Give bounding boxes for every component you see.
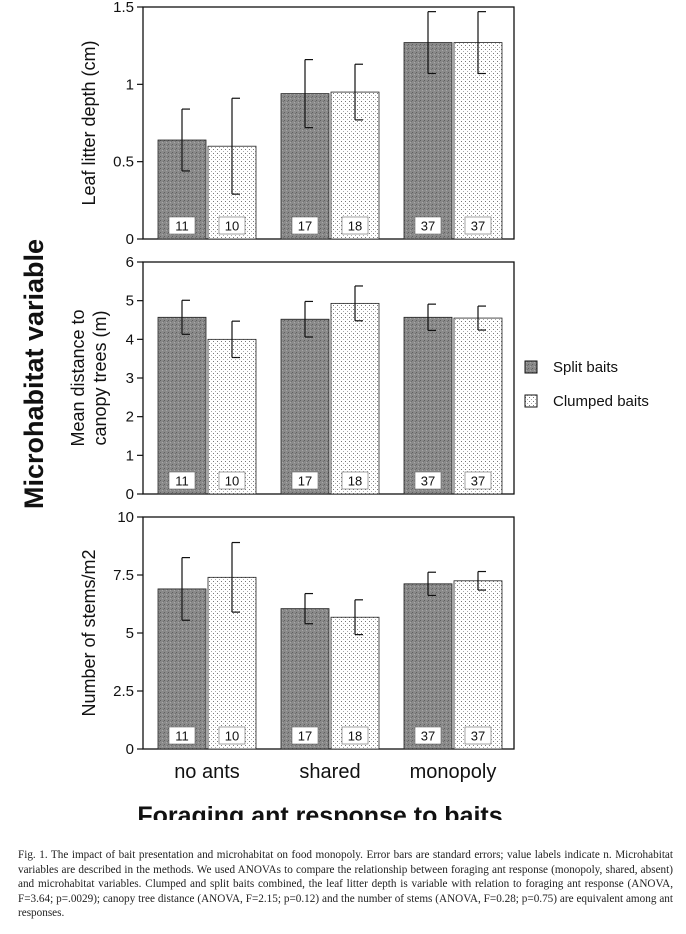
n-label-box [464,471,492,490]
chart-panel-1: 0 0.5 1 1.5 Leaf litter depth (cm) 11 10 17 18 37… [79,0,515,248]
n-label-box [291,216,319,235]
x-tick-label: shared [299,761,360,783]
bar [403,583,453,750]
y-tick-label: 5 [126,625,134,642]
n-label-box [291,726,319,745]
n-label-box [168,471,196,490]
n-label: 37 [421,474,435,489]
y-tick-label: 0.5 [113,154,134,171]
bar [453,42,503,240]
n-label: 11 [175,729,189,744]
shared-y-label: Microhabitat variable [19,239,49,509]
n-label-box [464,216,492,235]
y-tick-label: 7.5 [113,567,134,584]
y-axis-label: canopy trees (m) [90,310,110,445]
bar [330,302,380,495]
y-tick-label: 2 [126,409,134,426]
n-label: 10 [225,219,239,234]
y-tick-label: 2.5 [113,683,134,700]
n-label-box [464,726,492,745]
x-tick-label: monopoly [410,761,497,783]
n-label: 37 [421,219,435,234]
chart-panel-2: 0 1 2 3 4 5 6 Mean distance to canopy trees (m) 1… [68,254,515,503]
n-label-box [414,726,442,745]
figure: Microhabitat variable Foraging ant respo… [19,0,649,820]
y-tick-label: 0 [126,486,134,503]
n-label-box [414,471,442,490]
n-label: 37 [421,729,435,744]
x-tick-label: no ants [174,761,240,783]
n-label: 10 [225,474,239,489]
y-tick-label: 0 [126,741,134,758]
n-label: 37 [471,219,485,234]
legend: Split baits Clumped baits [524,359,649,410]
bar [403,316,453,495]
n-label: 11 [175,219,189,234]
n-label-box [414,216,442,235]
figure-caption: Fig. 1. The impact of bait presentation … [18,849,673,920]
bar [280,608,330,750]
y-tick-label: 4 [126,331,134,348]
legend-split-swatch [524,360,538,374]
n-label-box [168,726,196,745]
bar [207,338,257,495]
n-label: 18 [348,729,362,744]
n-label: 17 [298,729,312,744]
y-tick-label: 5 [126,293,134,310]
y-axis-label: Leaf litter depth (cm) [79,40,99,205]
n-label-box [291,471,319,490]
y-tick-label: 10 [117,509,134,526]
n-label: 11 [175,474,189,489]
shared-x-label: Foraging ant response to baits [137,802,502,820]
n-label: 18 [348,474,362,489]
n-label-box [218,471,246,490]
y-tick-label: 1.5 [113,0,134,16]
y-tick-label: 1 [126,76,134,93]
n-label-box [341,471,369,490]
y-tick-label: 6 [126,254,134,271]
legend-clumped-swatch [524,394,538,408]
n-label: 17 [298,474,312,489]
n-label-box [168,216,196,235]
bar [157,316,207,495]
n-label: 18 [348,219,362,234]
y-tick-label: 3 [126,370,134,387]
y-tick-label: 0 [126,231,134,248]
y-tick-label: 1 [126,447,134,464]
n-label-box [341,216,369,235]
bar [453,317,503,495]
legend-clumped-label: Clumped baits [553,393,649,410]
legend-split-label: Split baits [553,359,618,376]
n-label-box [218,216,246,235]
n-label-box [218,726,246,745]
n-label: 10 [225,729,239,744]
n-label-box [341,726,369,745]
n-label: 37 [471,729,485,744]
chart-panel-3: 0 2.5 5 7.5 10 Number of stems/m2 11 10 17 18 37 37… [79,509,515,783]
bar [453,580,503,750]
n-label: 37 [471,474,485,489]
n-label: 17 [298,219,312,234]
y-axis-label: Mean distance to [68,309,88,446]
bar [280,318,330,495]
y-axis-label: Number of stems/m2 [79,549,99,716]
